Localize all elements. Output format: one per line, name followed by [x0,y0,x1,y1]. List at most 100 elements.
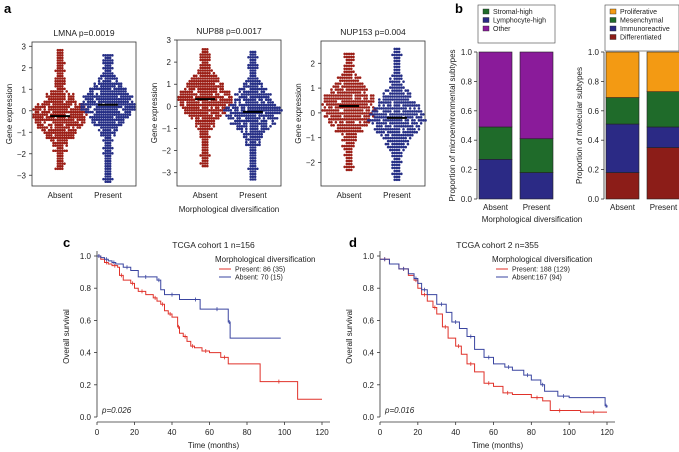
data-point [260,101,264,104]
data-point [341,76,344,79]
data-point [358,109,362,112]
data-point [71,115,75,119]
data-point [122,92,125,96]
data-point [63,131,66,134]
data-point [179,95,183,99]
data-point [104,69,108,73]
legend-swatch [609,25,617,32]
data-point [104,59,108,62]
data-point [102,177,105,181]
data-point [395,53,399,57]
data-point [45,118,49,122]
data-point [60,126,64,129]
data-point [280,109,283,112]
data-point [393,121,397,125]
data-point [124,103,127,106]
data-point [108,164,112,168]
data-point [177,98,180,102]
data-point [219,82,222,86]
data-point [122,103,125,106]
data-point [338,97,342,100]
data-point [382,121,386,125]
data-point [251,101,255,104]
data-point [67,121,71,124]
data-point [406,124,410,128]
data-point [58,144,62,147]
data-point [247,93,250,96]
data-point [400,160,403,164]
data-point [395,139,399,143]
data-point [349,112,353,115]
plot-frame [31,41,137,187]
data-point [247,63,250,67]
data-point [330,115,333,118]
data-point [56,152,60,155]
data-point [397,157,401,161]
data-point [102,110,105,114]
data-point [199,154,202,157]
data-point [336,115,340,118]
data-point [104,108,108,111]
data-point [126,113,130,116]
data-point [253,55,257,59]
data-point [253,135,257,139]
data-point [253,50,257,54]
data-point [341,129,344,133]
data-point [334,100,338,103]
data-point [238,119,242,123]
y-axis-label: Gene expression [150,83,159,143]
data-point [95,110,99,114]
data-point [271,114,275,117]
data-point [111,110,114,114]
plot-title: LMNA p=0.0019 [53,28,114,38]
data-point [58,66,62,70]
data-point [58,167,62,171]
data-point [117,105,121,109]
data-point [60,77,64,80]
data-point [408,113,412,116]
data-point [323,106,327,109]
data-point [345,91,349,94]
data-point [60,141,64,145]
data-point [363,106,366,109]
data-point [201,106,205,109]
data-point [60,100,64,104]
data-point [111,100,114,104]
data-point [395,56,399,60]
data-point [378,104,381,107]
data-point [108,180,112,184]
data-point [208,101,211,104]
data-point [330,118,333,121]
data-point [256,63,259,67]
data-point [258,140,261,144]
data-point [393,163,397,167]
data-point [395,124,399,128]
data-point [111,97,114,101]
data-point [58,100,62,104]
data-point [406,98,410,101]
data-point [95,103,99,106]
data-point [378,130,381,134]
data-point [192,114,196,117]
data-point [86,97,90,101]
data-point [113,90,116,93]
data-point [384,136,388,140]
data-point [336,103,340,106]
data-point [56,64,60,67]
data-point [49,139,53,142]
data-point [402,130,405,134]
data-point [336,112,340,115]
data-point [253,162,257,165]
data-point [201,159,205,163]
data-point [212,87,216,91]
data-point [106,79,110,83]
data-point [124,92,127,96]
data-point [111,77,114,80]
data-point [386,127,390,131]
data-point [397,71,401,75]
data-point [199,95,202,99]
data-point [345,82,349,85]
data-point [341,94,344,97]
data-point [343,67,346,71]
data-point [97,121,101,124]
